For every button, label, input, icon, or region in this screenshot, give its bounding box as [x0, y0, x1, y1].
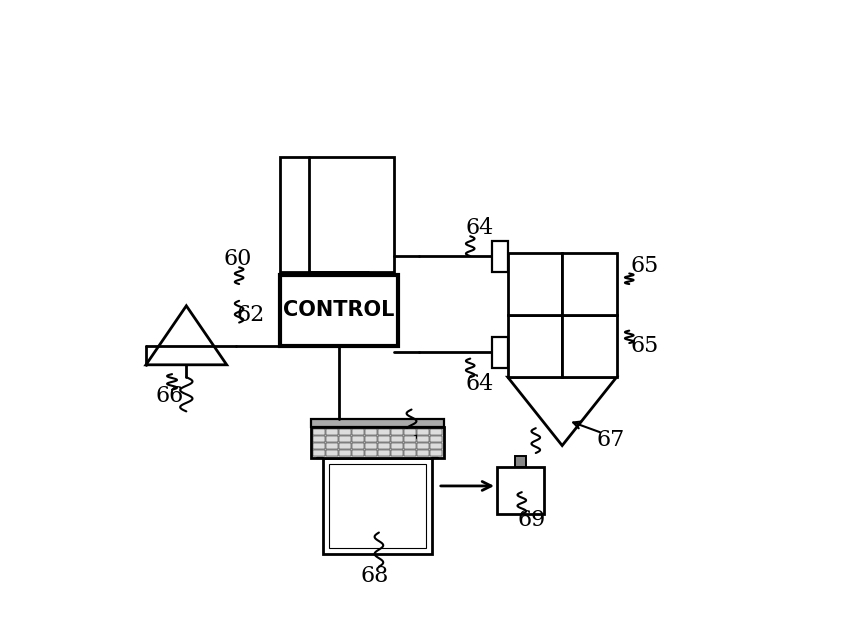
Bar — [508, 253, 563, 315]
Text: 60: 60 — [224, 248, 252, 270]
Bar — [313, 443, 325, 449]
Bar — [352, 443, 363, 449]
Bar — [391, 443, 403, 449]
Bar — [352, 436, 363, 442]
Bar — [365, 436, 377, 442]
Text: 64: 64 — [465, 217, 494, 240]
Bar — [378, 450, 390, 456]
Bar — [311, 427, 444, 458]
Bar — [508, 315, 563, 378]
Bar — [326, 429, 338, 435]
Bar — [378, 436, 390, 442]
Text: 66: 66 — [155, 385, 184, 407]
Polygon shape — [508, 378, 616, 446]
Bar — [378, 429, 390, 435]
Text: CONTROL: CONTROL — [283, 300, 394, 321]
Polygon shape — [146, 306, 226, 365]
Bar — [563, 315, 616, 378]
Bar — [329, 464, 426, 548]
Bar — [492, 337, 508, 368]
Bar — [365, 450, 377, 456]
Bar — [279, 157, 395, 271]
Bar — [404, 436, 415, 442]
Bar — [339, 429, 351, 435]
Bar — [404, 429, 415, 435]
Bar — [563, 253, 616, 315]
Bar — [339, 436, 351, 442]
Bar — [326, 436, 338, 442]
Bar — [391, 429, 403, 435]
Bar — [352, 429, 363, 435]
Bar — [404, 450, 415, 456]
Bar — [492, 241, 508, 271]
Bar — [430, 429, 442, 435]
Bar — [515, 456, 526, 467]
Text: 68: 68 — [360, 565, 389, 587]
Bar — [430, 450, 442, 456]
Bar — [313, 450, 325, 456]
Bar — [326, 443, 338, 449]
Text: 67: 67 — [597, 429, 625, 451]
Text: 64: 64 — [465, 373, 494, 394]
Bar — [391, 450, 403, 456]
Bar — [391, 436, 403, 442]
Bar — [372, 447, 383, 458]
Bar — [404, 443, 415, 449]
Text: 62: 62 — [236, 305, 265, 326]
Bar — [497, 467, 544, 514]
Bar — [313, 436, 325, 442]
Bar — [417, 450, 429, 456]
Bar — [365, 443, 377, 449]
Bar — [279, 275, 397, 346]
Bar — [378, 443, 390, 449]
Bar — [417, 429, 429, 435]
Bar — [430, 443, 442, 449]
Text: 65: 65 — [631, 255, 659, 276]
Bar — [417, 443, 429, 449]
Bar — [417, 436, 429, 442]
Bar — [311, 419, 444, 427]
Text: 69: 69 — [517, 509, 545, 531]
Bar — [352, 450, 363, 456]
Bar — [365, 429, 377, 435]
Bar — [339, 450, 351, 456]
Bar — [430, 436, 442, 442]
Text: 65: 65 — [631, 335, 659, 358]
Bar — [323, 458, 431, 554]
Bar — [326, 450, 338, 456]
Bar — [339, 443, 351, 449]
Bar — [313, 429, 325, 435]
